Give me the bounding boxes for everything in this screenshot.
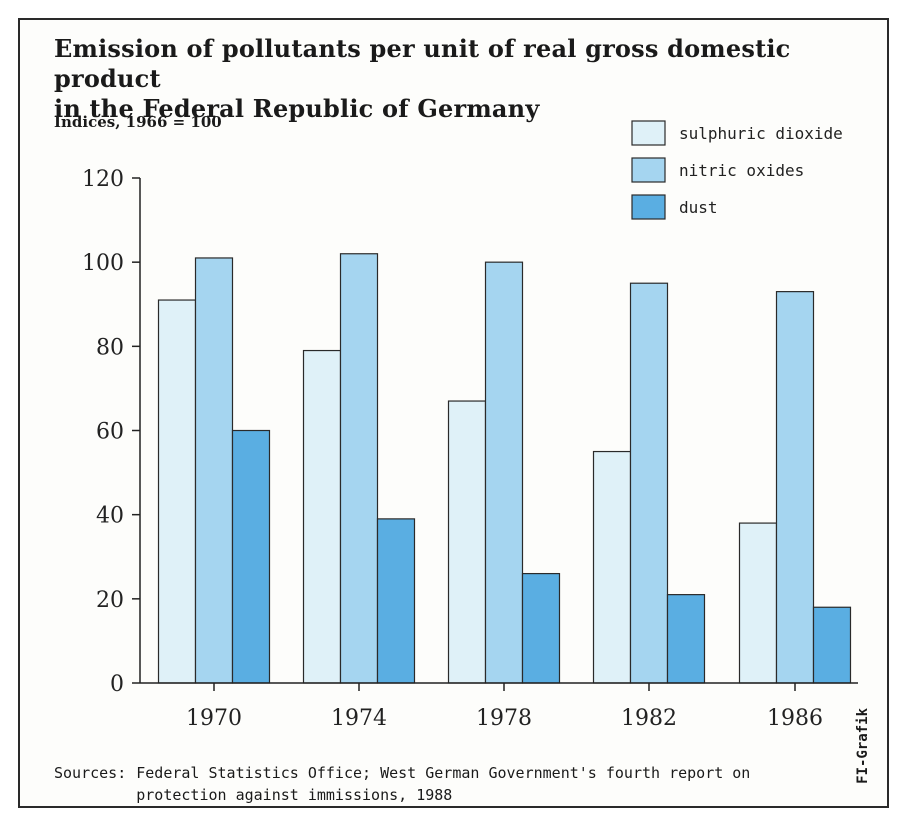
bar-nitric-oxides-1970	[194, 257, 234, 684]
y-tick-label: 80	[96, 335, 124, 360]
y-axis: 0 20 40 60 80 100 120	[82, 167, 141, 697]
bar-nitric-oxides-1986	[775, 291, 815, 684]
bar-sulphuric-dioxide-1982	[592, 450, 632, 684]
sources-note: Sources: Federal Statistics Office; West…	[54, 762, 814, 806]
bar-nitric-oxides-1974	[339, 253, 379, 684]
bar-dust-1978	[521, 572, 561, 684]
bar-dust-1986	[812, 606, 852, 684]
chart-title-line-1: Emission of pollutants per unit of real …	[54, 34, 791, 93]
bar-dust-1974	[376, 518, 416, 684]
x-tick-label: 1978	[476, 706, 532, 731]
bar-dust-1970	[231, 429, 271, 684]
y-tick-label: 120	[82, 167, 124, 192]
y-tick-label: 40	[96, 504, 124, 529]
chart-subtitle: Indices, 1966 = 100	[54, 113, 222, 131]
legend-label: nitric oxides	[679, 161, 804, 180]
y-tick-label: 0	[110, 672, 124, 697]
x-tick-label: 1974	[331, 706, 387, 731]
bars	[157, 253, 852, 684]
x-axis: 1970 1974 1978 1982 1986	[140, 682, 858, 731]
y-tick-label: 20	[96, 588, 124, 613]
bar-nitric-oxides-1982	[629, 282, 669, 684]
legend-label: sulphuric dioxide	[679, 124, 843, 143]
legend-swatch	[631, 194, 666, 220]
legend-label: dust	[679, 198, 718, 217]
chart-title-line-2: in the Federal Republic of Germany	[54, 94, 540, 123]
x-tick-label: 1970	[186, 706, 242, 731]
sources-label: Sources:	[54, 764, 127, 782]
y-tick-label: 100	[82, 251, 124, 276]
bar-sulphuric-dioxide-1986	[738, 522, 778, 684]
chart-title: Emission of pollutants per unit of real …	[54, 34, 874, 124]
bar-sulphuric-dioxide-1970	[157, 299, 197, 684]
bar-sulphuric-dioxide-1978	[447, 400, 487, 684]
bar-nitric-oxides-1978	[484, 261, 524, 684]
x-tick-label: 1986	[767, 706, 823, 731]
sources-text: Federal Statistics Office; West German G…	[136, 764, 751, 804]
bar-dust-1982	[666, 594, 706, 684]
bar-sulphuric-dioxide-1974	[302, 349, 342, 684]
credit-label: FI-Grafik	[855, 708, 871, 784]
y-tick-label: 60	[96, 420, 124, 445]
x-tick-label: 1982	[621, 706, 677, 731]
legend: sulphuric dioxide nitric oxides dust	[631, 120, 843, 220]
legend-swatch	[631, 120, 666, 146]
legend-swatch	[631, 157, 666, 183]
